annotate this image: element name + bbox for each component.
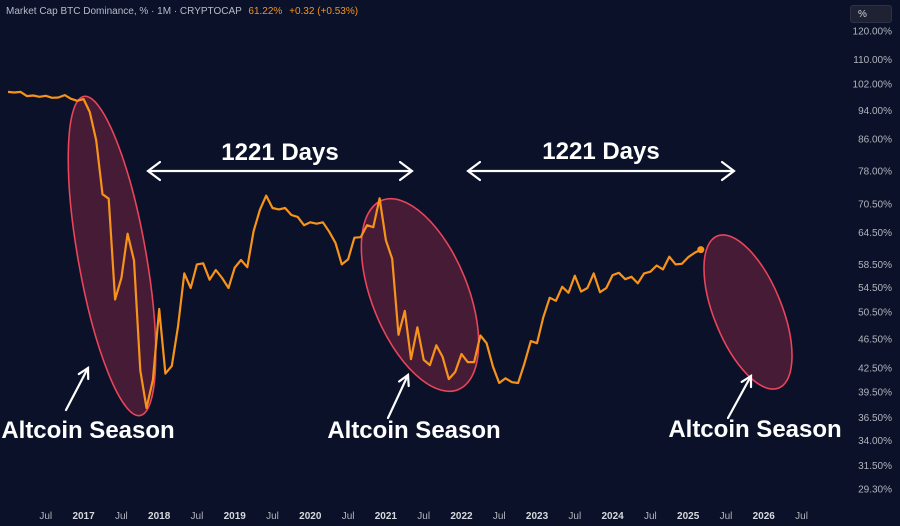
x-tick-label: Jul (39, 511, 52, 522)
y-tick-label: 36.50% (858, 413, 892, 424)
callout-arrow (386, 373, 410, 420)
y-tick-label: 50.50% (858, 308, 892, 319)
dominance-line (7, 90, 702, 410)
x-tick-label: Jul (417, 511, 430, 522)
x-tick-label: 2026 (753, 511, 776, 522)
days-arrow: 1221 Days (146, 139, 414, 182)
x-tick-label: 2023 (526, 511, 549, 522)
y-tick-label: 86.00% (858, 135, 892, 146)
x-tick-label: Jul (191, 511, 204, 522)
arrow-head-right (720, 160, 736, 182)
symbol-title: Market Cap BTC Dominance, % · 1M · CRYPT… (6, 6, 242, 17)
y-tick-label: 120.00% (853, 27, 893, 38)
altcoin-season-callout: Altcoin Season (327, 372, 501, 444)
x-tick-label: 2025 (677, 511, 700, 522)
x-tick-label: 2020 (299, 511, 322, 522)
arrow-head-left (146, 160, 162, 182)
percent-scale-button[interactable]: % (850, 5, 892, 23)
y-tick-label: 39.50% (858, 387, 892, 398)
altcoin-season-callout: Altcoin Season (1, 365, 175, 444)
days-label: 1221 Days (542, 138, 659, 165)
altcoin-season-label: Altcoin Season (1, 417, 174, 444)
altcoin-season-label: Altcoin Season (668, 416, 841, 443)
x-axis: Jul 2017 Jul 2018 Jul 2019 Jul 2020 Jul 2021 Jul 20… (39, 511, 808, 522)
callout-arrow (726, 374, 753, 420)
y-tick-label: 70.50% (858, 199, 892, 210)
current-price: 61.22% (248, 6, 283, 17)
x-tick-label: Jul (493, 511, 506, 522)
x-tick-label: 2019 (224, 511, 247, 522)
y-tick-label: 110.00% (853, 55, 892, 66)
y-tick-label: 78.00% (858, 166, 892, 177)
x-tick-label: 2022 (450, 511, 473, 522)
last-price-dot (697, 246, 705, 254)
days-arrow: 1221 Days (466, 138, 736, 182)
x-tick-label: 2024 (601, 511, 624, 522)
y-tick-label: 31.50% (858, 461, 892, 472)
price-change: +0.32 (+0.53%) (289, 6, 359, 17)
arrow-head-right (398, 160, 414, 182)
altcoin-season-ellipse (360, 197, 480, 393)
y-tick-label: 54.50% (858, 283, 892, 294)
callout-arrow-head (740, 373, 753, 389)
arrow-head-left (466, 160, 482, 182)
x-tick-label: 2017 (72, 511, 95, 522)
y-tick-label: 29.30% (858, 485, 892, 496)
y-tick-label: 102.00% (853, 79, 893, 90)
annotations: 1221 Days 1221 Days Altcoin Season Altcoin … (1, 138, 841, 444)
x-tick-label: Jul (266, 511, 279, 522)
callout-arrow (64, 366, 90, 412)
days-label: 1221 Days (221, 139, 338, 166)
altcoin-season-label: Altcoin Season (327, 417, 500, 444)
y-tick-label: 94.00% (858, 106, 892, 117)
y-tick-label: 58.50% (858, 260, 892, 271)
x-tick-label: Jul (720, 511, 733, 522)
callout-arrow-head (398, 372, 410, 388)
y-tick-label: 64.50% (858, 228, 892, 239)
y-tick-label: 42.50% (858, 364, 892, 375)
x-tick-label: Jul (795, 511, 808, 522)
x-tick-label: Jul (342, 511, 355, 522)
callout-arrow-head (77, 365, 90, 381)
x-tick-label: 2018 (148, 511, 171, 522)
x-tick-label: Jul (644, 511, 657, 522)
chart-header: Market Cap BTC Dominance, % · 1M · CRYPT… (6, 6, 358, 17)
altcoin-season-ellipse (703, 234, 793, 390)
altcoin-season-callout: Altcoin Season (668, 373, 842, 443)
x-tick-label: 2021 (375, 511, 398, 522)
x-tick-label: Jul (568, 511, 581, 522)
y-tick-label: 46.50% (858, 334, 892, 345)
y-tick-label: 34.00% (858, 436, 892, 447)
y-axis: 120.00% 110.00% 102.00% 94.00% 86.00% 78.00% 7… (853, 27, 893, 496)
x-tick-label: Jul (115, 511, 128, 522)
